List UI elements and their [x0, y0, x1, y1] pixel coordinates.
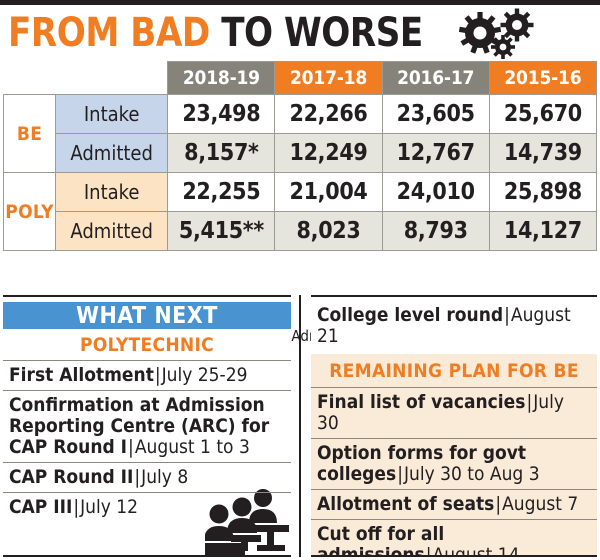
- remaining-plan-panel: College level round|August 21 REMAINING …: [311, 295, 597, 557]
- admissions-table-wrap: 2018-19 2017-18 2016-17 2015-16 BE Intak…: [2, 61, 598, 345]
- entry-label: Final list of vacancies: [317, 391, 526, 413]
- list-item: Allotment of seats|August 7: [311, 489, 597, 519]
- entry-value: July 30: [317, 391, 564, 434]
- header-year-3: 2015-16: [488, 61, 598, 95]
- cell-be-admitted-2: 12,767: [381, 133, 490, 173]
- list-item: CAP III|July 12: [3, 492, 291, 522]
- metric-label: Intake: [55, 94, 169, 134]
- panel-divider: [299, 295, 301, 557]
- list-item: CAP Round II|July 8: [3, 462, 291, 492]
- entry-separator: |: [128, 436, 134, 458]
- cell-be-admitted-0: 8,157*: [167, 133, 276, 173]
- list-item: Cut off for all admissions|August 14: [311, 519, 597, 557]
- entry-separator: |: [504, 304, 510, 326]
- entry-label: Allotment of seats: [317, 493, 495, 515]
- cell-poly-admitted-2: 8,793: [381, 211, 490, 251]
- entry-value: August 1 to 3: [134, 436, 250, 458]
- table-row: BE Intake 23,498 22,266 23,605 25,670: [2, 94, 598, 173]
- entry-label: College level round: [317, 304, 504, 326]
- metric-label: Admitted: [55, 211, 169, 251]
- cell-be-intake-3: 25,670: [488, 94, 598, 134]
- cell-be-admitted-1: 12,249: [274, 133, 383, 173]
- polytechnic-section-title: POLYTECHNIC: [79, 334, 215, 356]
- list-item: Final list of vacancies|July 30: [311, 387, 597, 438]
- list-item: College level round|August 21: [311, 297, 597, 354]
- table-row: Admitted 8,157* 12,249 12,767 14,739: [4, 133, 598, 173]
- table-header-row: 2018-19 2017-18 2016-17 2015-16: [2, 61, 598, 95]
- entry-label: First Allotment: [9, 364, 154, 386]
- page-title-dark: TO WORSE: [221, 10, 423, 56]
- table-row: POLY Intake 22,255 21,004 24,010 25,898: [2, 172, 598, 251]
- list-item: First Allotment|July 25-29: [3, 360, 291, 390]
- cell-be-intake-1: 22,266: [274, 94, 383, 134]
- entry-value: July 25-29: [161, 364, 248, 386]
- page-title-orange: FROM BAD: [8, 10, 210, 56]
- list-item: Confirmation at Admission Reporting Cent…: [3, 390, 291, 462]
- admissions-table: 2018-19 2017-18 2016-17 2015-16 BE Intak…: [2, 61, 598, 251]
- entry-separator: |: [73, 496, 80, 518]
- cell-be-admitted-3: 14,739: [488, 133, 598, 173]
- cell-be-intake-2: 23,605: [381, 94, 490, 134]
- page-title: FROM BAD TO WORSE: [8, 11, 423, 55]
- entry-label: CAP III: [9, 496, 73, 518]
- entry-label: Cut off for all admissions: [317, 523, 445, 557]
- entry-separator: |: [526, 391, 533, 413]
- entry-separator: |: [154, 364, 161, 386]
- headline-bar: FROM BAD TO WORSE: [0, 5, 600, 59]
- entry-separator: |: [425, 544, 432, 557]
- entry-label: Confirmation at Admission Reporting Cent…: [9, 394, 270, 458]
- header-year-2: 2016-17: [381, 61, 490, 95]
- bottom-panels: WHAT NEXT POLYTECHNIC First Allotment|Ju…: [3, 295, 597, 557]
- entry-value: July 30 to Aug 3: [403, 463, 540, 485]
- what-next-banner: WHAT NEXT: [3, 302, 291, 329]
- top-rule: [0, 0, 600, 5]
- list-item: Option forms for govt colleges|July 30 t…: [311, 438, 597, 489]
- table-row: Admitted 5,415** 8,023 8,793 14,127: [4, 211, 598, 251]
- cell-poly-intake-0: 22,255: [167, 172, 276, 212]
- group-label-poly: POLY: [2, 172, 57, 251]
- cell-poly-intake-1: 21,004: [274, 172, 383, 212]
- entry-value: July 8: [141, 466, 189, 488]
- cell-poly-intake-2: 24,010: [381, 172, 490, 212]
- header-year-0: 2018-19: [167, 61, 276, 95]
- cell-poly-admitted-0: 5,415**: [167, 211, 276, 251]
- people-at-desks-icon: [205, 489, 289, 555]
- cell-poly-admitted-3: 14,127: [488, 211, 598, 251]
- entry-separator: |: [495, 493, 502, 515]
- remaining-plan-section-title: REMAINING PLAN FOR BE: [311, 354, 597, 387]
- cell-poly-admitted-1: 8,023: [274, 211, 383, 251]
- entry-value: August 7: [502, 493, 579, 515]
- metric-label: Intake: [55, 172, 169, 212]
- entry-value: July 12: [80, 496, 138, 518]
- metric-label: Admitted: [55, 133, 169, 173]
- entry-value: August 21: [317, 304, 571, 347]
- entry-separator: |: [134, 466, 141, 488]
- header-year-1: 2017-18: [274, 61, 383, 95]
- header-blank: [2, 61, 169, 95]
- cell-poly-intake-3: 25,898: [488, 172, 598, 212]
- group-label-be: BE: [2, 94, 57, 173]
- entry-label: CAP Round II: [9, 466, 134, 488]
- gears-icon: [458, 8, 534, 59]
- entry-value: August 14: [432, 544, 520, 557]
- entry-separator: |: [397, 463, 403, 485]
- what-next-panel: WHAT NEXT POLYTECHNIC First Allotment|Ju…: [3, 295, 291, 557]
- cell-be-intake-0: 23,498: [167, 94, 276, 134]
- entry-label: Option forms for govt colleges: [317, 442, 527, 485]
